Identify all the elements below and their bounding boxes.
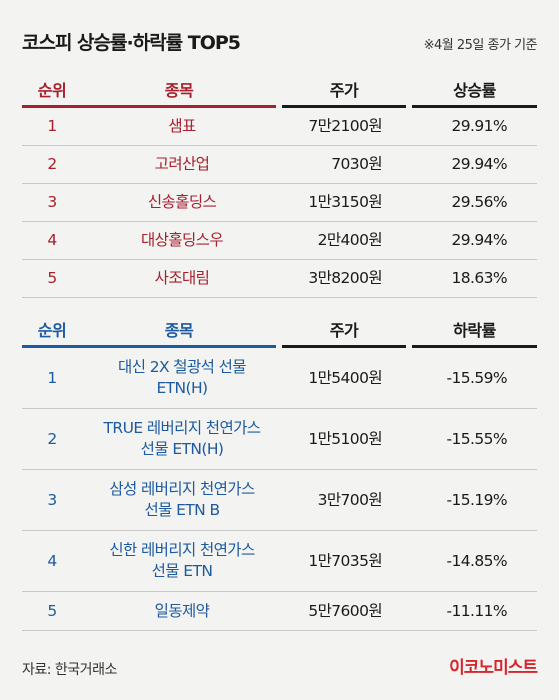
stock-name-cell: 일동제약	[82, 601, 282, 622]
price-cell: 1만5400원	[308, 368, 382, 387]
fall-header-price: 주가	[282, 317, 406, 348]
price-cell: 7만2100원	[308, 117, 382, 135]
rise-table-body: 1 샘표 7만2100원 29.91% 2 고려산업 7030원 29.94% 3 신송홀딩스 1만…	[22, 108, 537, 298]
publisher-logo: 이코노미스트	[449, 658, 538, 678]
stock-name-line: TRUE 레버리지 천연가스	[103, 419, 262, 437]
fall-table: 순위 종목 주가 하락률 1 대신 2X 철광석 선물 ETN(H) 1만5400원 -…	[22, 318, 537, 631]
rate-cell: 29.94%	[451, 231, 507, 249]
rank-cell: 2	[47, 155, 57, 173]
rank-cell: 4	[47, 231, 57, 249]
stock-name-line: 선물 ETN B	[144, 501, 220, 519]
price-cell: 2만400원	[317, 231, 383, 249]
rank-cell: 2	[47, 429, 57, 448]
price-cell: 5만7600원	[308, 601, 382, 620]
stock-name-cell: 신송홀딩스	[82, 192, 282, 213]
stock-name-line: 대신 2X 철광석 선물	[118, 358, 246, 376]
stock-name-cell: 고려산업	[82, 154, 282, 175]
rate-cell: -15.55%	[446, 429, 508, 448]
rank-cell: 5	[47, 269, 57, 287]
fall-table-header: 순위 종목 주가 하락률	[22, 318, 537, 348]
rise-table-header: 순위 종목 주가 상승률	[22, 78, 537, 108]
rate-cell: -15.59%	[446, 368, 508, 387]
stock-name-cell: 대신 2X 철광석 선물 ETN(H)	[82, 357, 282, 399]
table-row: 1 샘표 7만2100원 29.91%	[22, 108, 537, 146]
price-cell: 1만3150원	[308, 193, 382, 211]
rate-cell: -15.19%	[446, 490, 508, 509]
rate-cell: -14.85%	[446, 551, 508, 570]
rise-header-price: 주가	[282, 77, 406, 108]
source-note: 자료: 한국거래소	[22, 662, 117, 678]
stock-name-line: 사조대림	[154, 269, 210, 287]
rise-header-name: 종목	[82, 77, 276, 108]
rise-header-rank: 순위	[22, 77, 82, 108]
price-cell: 1만7035원	[308, 551, 382, 570]
stock-name-line: 삼성 레버리지 천연가스	[109, 480, 255, 498]
stock-name-line: 선물 ETN	[151, 562, 213, 580]
stock-name-cell: 대상홀딩스우	[82, 230, 282, 251]
page-title: 코스피 상승률·하락률 TOP5	[22, 32, 241, 54]
stock-name-line: 신한 레버리지 천연가스	[109, 541, 255, 559]
rank-cell: 3	[47, 490, 57, 509]
stock-name-cell: 사조대림	[82, 268, 282, 289]
rate-cell: -11.11%	[446, 601, 508, 620]
rank-cell: 5	[47, 601, 57, 620]
stock-name-line: 고려산업	[154, 155, 210, 173]
fall-header-rank: 순위	[22, 317, 82, 348]
rate-cell: 18.63%	[451, 269, 507, 287]
stock-name-line: 선물 ETN(H)	[140, 440, 224, 458]
stock-name-line: 샘표	[168, 117, 196, 135]
table-row: 5 일동제약 5만7600원 -11.11%	[22, 592, 537, 631]
rank-cell: 3	[47, 193, 57, 211]
table-row: 3 신송홀딩스 1만3150원 29.56%	[22, 184, 537, 222]
stock-name-line: ETN(H)	[156, 379, 208, 397]
table-row: 5 사조대림 3만8200원 18.63%	[22, 260, 537, 298]
table-row: 4 대상홀딩스우 2만400원 29.94%	[22, 222, 537, 260]
fall-table-body: 1 대신 2X 철광석 선물 ETN(H) 1만5400원 -15.59% 2 TRUE 레…	[22, 348, 537, 631]
table-row: 1 대신 2X 철광석 선물 ETN(H) 1만5400원 -15.59%	[22, 348, 537, 409]
rate-cell: 29.91%	[451, 117, 507, 135]
table-row: 2 고려산업 7030원 29.94%	[22, 146, 537, 184]
price-cell: 3만8200원	[308, 269, 382, 287]
rate-cell: 29.56%	[451, 193, 507, 211]
stock-name-line: 일동제약	[154, 601, 210, 620]
fall-header-rate: 하락률	[412, 317, 537, 348]
fall-header-name: 종목	[82, 317, 276, 348]
rank-cell: 1	[47, 368, 57, 387]
price-cell: 3만700원	[317, 490, 383, 509]
rank-cell: 1	[47, 117, 57, 135]
stock-name-cell: 샘표	[82, 116, 282, 137]
rise-table: 순위 종목 주가 상승률 1 샘표 7만2100원 29.91% 2 고려산업 7030원 2…	[22, 78, 537, 298]
rate-cell: 29.94%	[451, 155, 507, 173]
stock-name-line: 대상홀딩스우	[141, 231, 224, 249]
stock-name-line: 신송홀딩스	[147, 193, 217, 211]
price-cell: 7030원	[331, 155, 382, 173]
rank-cell: 4	[47, 551, 57, 570]
price-cell: 1만5100원	[308, 429, 382, 448]
date-note: ※4월 25일 종가 기준	[423, 38, 538, 53]
rise-header-rate: 상승률	[412, 77, 537, 108]
